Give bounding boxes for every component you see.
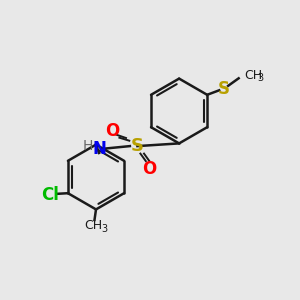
Text: Cl: Cl [41,186,59,204]
Text: N: N [93,140,107,158]
Text: S: S [218,80,230,98]
Text: 3: 3 [257,73,263,83]
Text: 3: 3 [101,224,107,234]
Text: CH: CH [245,69,263,82]
Text: O: O [105,122,119,140]
Text: CH: CH [84,219,102,232]
Text: S: S [131,137,144,155]
Text: H: H [82,139,93,152]
Text: O: O [142,160,157,178]
